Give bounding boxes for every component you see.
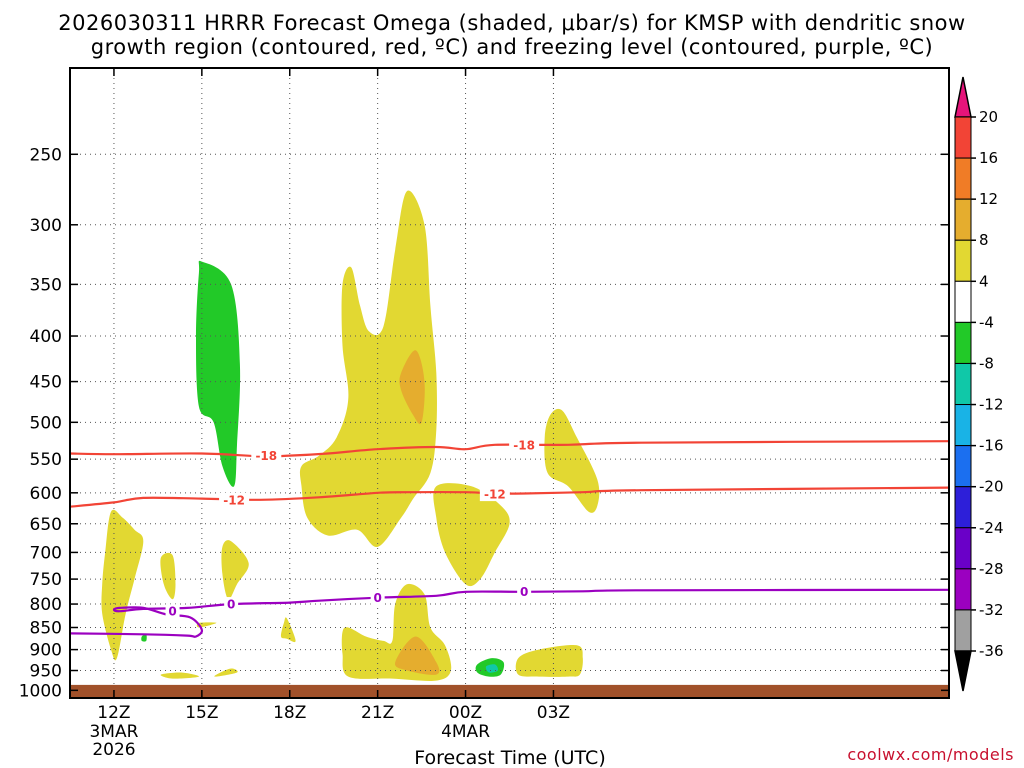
y-tick-label: 650 [30, 515, 62, 535]
omega-region [160, 672, 200, 679]
isotherm-contour-label: -12 [484, 488, 506, 502]
plot-frame [69, 67, 950, 699]
y-tick-label: 800 [30, 595, 62, 615]
y-axis-ticks: 250 300 350 400 450 500 550 600 650 700 750 800 850 9… [19, 145, 949, 701]
x-tick-date: 4MAR [441, 722, 490, 742]
x-tick-label: 00Z [449, 703, 482, 723]
isotherm-contour-label: -12 [223, 493, 245, 507]
x-tick-label: 03Z [537, 703, 570, 723]
omega-region [160, 552, 176, 600]
isotherm-contour-label-bg [219, 492, 250, 507]
isotherm-contour-label-bg [509, 437, 540, 452]
colorbar-bin [954, 404, 972, 447]
y-tick-label: 750 [30, 570, 62, 590]
colorbar-label: 8 [979, 231, 989, 249]
gridlines [70, 68, 949, 698]
colorbar-label: -32 [979, 601, 1004, 619]
omega-region [395, 636, 440, 675]
isotherm-contour [70, 486, 949, 508]
freezing-level-contour-label-bg [224, 597, 239, 612]
isotherm-contour-label-bg [251, 448, 282, 463]
freezing-level-contour-label-bg [370, 590, 385, 605]
omega-region [141, 634, 147, 642]
omega-region [433, 483, 510, 587]
colorbar-label: -36 [979, 642, 1004, 660]
colorbar-label: 16 [979, 149, 998, 167]
colorbar-bin [954, 486, 972, 529]
y-tick-label: 250 [30, 145, 62, 165]
colorbar-bin [954, 568, 972, 611]
x-tick-date: 3MAR [89, 722, 138, 742]
y-tick-label: 400 [30, 327, 62, 347]
x-tick-label: 12Z [97, 703, 130, 723]
colorbar-label: -4 [979, 313, 994, 331]
colorbar-bin [954, 198, 972, 241]
omega-region [299, 190, 437, 548]
omega-shading-layer [101, 190, 600, 681]
y-tick-label: 350 [30, 275, 62, 295]
omega-region [485, 664, 499, 673]
colorbar-label: -12 [979, 396, 1004, 414]
y-tick-label: 900 [30, 641, 62, 661]
y-tick-label: 600 [30, 484, 62, 504]
plot-area: -18 -18 -12 -12 0 0 0 0 [70, 68, 949, 698]
y-tick-label: 300 [30, 216, 62, 236]
isotherm-contour [70, 440, 949, 458]
colorbar: 20 16 12 8 4 -4 -8 -12 -16 -20 -24 -28 -32 -36 [954, 76, 1004, 692]
x-tick-label: 18Z [273, 703, 306, 723]
omega-region [101, 509, 144, 661]
omega-region [221, 540, 249, 600]
freezing-level-contour-label: 0 [373, 591, 381, 605]
colorbar-bin [954, 609, 972, 652]
y-tick-label: 550 [30, 450, 62, 470]
colorbar-bin [954, 362, 972, 406]
chart-title-line-1: 2026030311 HRRR Forecast Omega (shaded, … [58, 11, 965, 35]
omega-region [544, 408, 600, 513]
colorbar-bin [954, 280, 972, 323]
omega-region [196, 260, 241, 487]
contour-labels-layer: -18 -18 -12 -12 0 0 0 0 [165, 437, 540, 619]
colorbar-label: -16 [979, 437, 1004, 455]
y-tick-label: 850 [30, 618, 62, 638]
colorbar-min-triangle [954, 650, 972, 692]
isotherm-contour-label: -18 [513, 438, 535, 452]
colorbar-label: -20 [979, 478, 1004, 496]
isotherm-contour-label: -18 [255, 449, 277, 463]
freezing-level-contour-label-bg [517, 584, 532, 599]
freezing-level-contour-label: 0 [520, 585, 528, 599]
freezing-level-contour-label: 0 [227, 598, 235, 612]
colorbar-bin [954, 116, 972, 159]
chart-title-line-2: growth region (contoured, red, ºC) and f… [91, 35, 934, 59]
colorbar-label: -24 [979, 519, 1004, 537]
isotherm-contour-label-bg [479, 487, 510, 502]
y-tick-label: 500 [30, 413, 62, 433]
colorbar-bin [954, 445, 972, 488]
freezing-level-contour-label-bg [165, 604, 180, 619]
x-axis-label: Forecast Time (UTC) [414, 747, 605, 768]
x-tick-label: 15Z [185, 703, 218, 723]
omega-region [515, 644, 583, 677]
colorbar-label: -8 [979, 354, 994, 372]
y-tick-label: 1000 [19, 681, 62, 701]
omega-region [214, 668, 238, 677]
colorbar-bin [954, 527, 972, 570]
x-tick-label: 21Z [361, 703, 394, 723]
omega-region [399, 350, 425, 425]
colorbar-bin [954, 239, 972, 282]
y-tick-label: 950 [30, 662, 62, 682]
colorbar-bin [954, 321, 972, 364]
y-tick-label: 700 [30, 543, 62, 563]
colorbar-label: -28 [979, 560, 1004, 578]
freezing-level-contour-label: 0 [168, 605, 176, 619]
colorbar-label: 12 [979, 190, 998, 208]
colorbar-bin [954, 157, 972, 200]
x-tick-year: 2026 [92, 740, 135, 760]
credit-text[interactable]: coolwx.com/models [847, 745, 1014, 764]
colorbar-label: 20 [979, 108, 998, 126]
y-tick-label: 450 [30, 373, 62, 393]
omega-region [280, 617, 296, 643]
colorbar-label: 4 [979, 272, 989, 290]
